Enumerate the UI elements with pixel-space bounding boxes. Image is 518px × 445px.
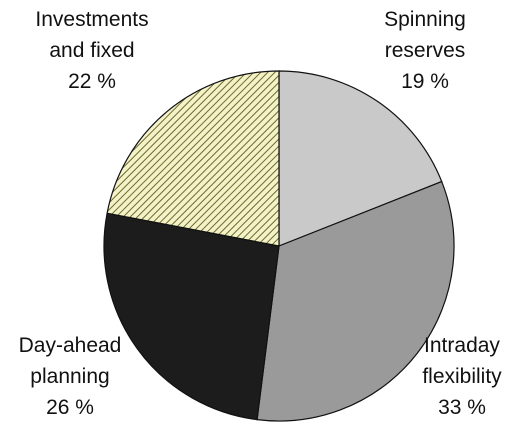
category-name: Spinning reserves [384,8,466,62]
pie-slice [103,212,280,421]
pie-slice [106,70,280,247]
category-name: Investments and fixed [35,8,149,62]
slice-label: Day-ahead planning 26 % [3,330,138,423]
value-label: 26 % [46,396,94,419]
slice-label: Investments and fixed 22 % [22,4,162,97]
value-label: 33 % [438,396,486,419]
category-name: Day-ahead planning [18,334,122,388]
slice-label: Spinning reserves 19 % [370,4,480,97]
value-label: 19 % [401,70,449,93]
pie-slice [278,70,443,247]
slice-label: Intraday flexibility 33 % [412,330,512,423]
pie-slice [256,180,455,422]
value-label: 22 % [68,70,116,93]
category-name: Intraday flexibility [422,334,502,388]
